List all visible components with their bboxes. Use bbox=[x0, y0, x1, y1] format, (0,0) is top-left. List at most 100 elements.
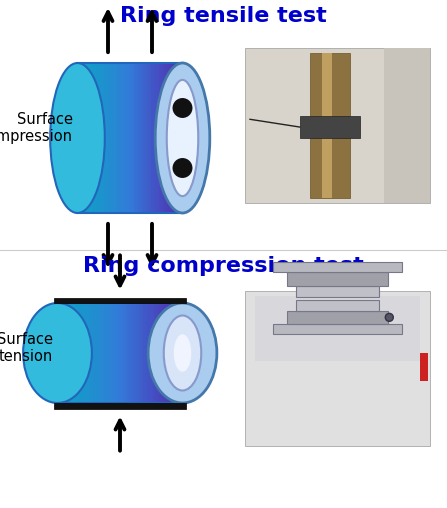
Polygon shape bbox=[142, 303, 143, 403]
Polygon shape bbox=[121, 63, 122, 213]
Polygon shape bbox=[68, 303, 70, 403]
Polygon shape bbox=[163, 63, 164, 213]
Polygon shape bbox=[100, 303, 101, 403]
Polygon shape bbox=[178, 303, 179, 403]
Polygon shape bbox=[150, 303, 151, 403]
Polygon shape bbox=[120, 303, 122, 403]
Polygon shape bbox=[135, 303, 137, 403]
Polygon shape bbox=[139, 63, 140, 213]
Polygon shape bbox=[127, 63, 129, 213]
Polygon shape bbox=[96, 63, 97, 213]
Polygon shape bbox=[167, 63, 168, 213]
Polygon shape bbox=[106, 63, 108, 213]
Polygon shape bbox=[84, 63, 85, 213]
Polygon shape bbox=[83, 63, 84, 213]
Polygon shape bbox=[58, 303, 59, 403]
Polygon shape bbox=[125, 303, 126, 403]
Polygon shape bbox=[129, 63, 130, 213]
Polygon shape bbox=[110, 303, 112, 403]
Polygon shape bbox=[157, 303, 159, 403]
Circle shape bbox=[173, 98, 193, 118]
Polygon shape bbox=[62, 303, 64, 403]
Polygon shape bbox=[79, 63, 80, 213]
Polygon shape bbox=[128, 303, 129, 403]
Polygon shape bbox=[165, 63, 167, 213]
Polygon shape bbox=[176, 63, 177, 213]
Polygon shape bbox=[140, 63, 142, 213]
Polygon shape bbox=[179, 303, 181, 403]
Polygon shape bbox=[126, 63, 127, 213]
Polygon shape bbox=[109, 63, 110, 213]
Polygon shape bbox=[151, 303, 153, 403]
Polygon shape bbox=[154, 303, 156, 403]
Polygon shape bbox=[61, 303, 62, 403]
Bar bbox=[296, 300, 379, 311]
Polygon shape bbox=[171, 63, 172, 213]
Polygon shape bbox=[173, 303, 175, 403]
Polygon shape bbox=[80, 303, 81, 403]
Ellipse shape bbox=[148, 303, 217, 403]
Polygon shape bbox=[130, 63, 131, 213]
Polygon shape bbox=[70, 303, 72, 403]
Polygon shape bbox=[177, 63, 178, 213]
Polygon shape bbox=[147, 303, 148, 403]
Polygon shape bbox=[125, 63, 126, 213]
Text: Surface
tension: Surface tension bbox=[0, 332, 52, 364]
Polygon shape bbox=[89, 63, 91, 213]
Ellipse shape bbox=[23, 303, 92, 403]
Polygon shape bbox=[84, 303, 86, 403]
Polygon shape bbox=[81, 303, 83, 403]
Polygon shape bbox=[131, 303, 132, 403]
Polygon shape bbox=[106, 303, 107, 403]
Polygon shape bbox=[155, 63, 156, 213]
Polygon shape bbox=[105, 63, 106, 213]
Polygon shape bbox=[122, 303, 123, 403]
Polygon shape bbox=[152, 63, 154, 213]
Polygon shape bbox=[89, 303, 90, 403]
Polygon shape bbox=[59, 303, 61, 403]
Polygon shape bbox=[137, 63, 138, 213]
Polygon shape bbox=[92, 303, 93, 403]
Polygon shape bbox=[178, 63, 180, 213]
Polygon shape bbox=[172, 63, 173, 213]
Bar bbox=[245, 48, 430, 203]
Polygon shape bbox=[65, 303, 67, 403]
Polygon shape bbox=[75, 303, 76, 403]
Polygon shape bbox=[117, 303, 118, 403]
Polygon shape bbox=[115, 303, 117, 403]
Circle shape bbox=[173, 158, 193, 178]
Polygon shape bbox=[118, 303, 120, 403]
Polygon shape bbox=[108, 63, 109, 213]
Ellipse shape bbox=[174, 334, 191, 372]
Polygon shape bbox=[165, 303, 167, 403]
Polygon shape bbox=[145, 303, 147, 403]
Polygon shape bbox=[72, 303, 73, 403]
Polygon shape bbox=[117, 63, 118, 213]
Polygon shape bbox=[81, 63, 83, 213]
Bar bbox=[300, 116, 360, 138]
Polygon shape bbox=[181, 63, 182, 213]
Polygon shape bbox=[139, 303, 140, 403]
Bar bbox=[296, 287, 379, 297]
Polygon shape bbox=[73, 303, 75, 403]
Polygon shape bbox=[170, 303, 172, 403]
Polygon shape bbox=[85, 63, 87, 213]
Polygon shape bbox=[164, 303, 165, 403]
Polygon shape bbox=[151, 63, 152, 213]
Polygon shape bbox=[162, 303, 164, 403]
Polygon shape bbox=[164, 63, 165, 213]
Circle shape bbox=[385, 313, 393, 322]
Polygon shape bbox=[137, 303, 139, 403]
Polygon shape bbox=[112, 303, 114, 403]
Bar bbox=[310, 53, 350, 198]
Polygon shape bbox=[138, 63, 139, 213]
Polygon shape bbox=[87, 63, 88, 213]
Bar bbox=[55, 403, 186, 408]
Polygon shape bbox=[110, 63, 112, 213]
Polygon shape bbox=[134, 303, 135, 403]
Polygon shape bbox=[107, 303, 109, 403]
Bar bbox=[322, 53, 332, 198]
Polygon shape bbox=[147, 63, 148, 213]
Polygon shape bbox=[143, 63, 144, 213]
Polygon shape bbox=[103, 303, 105, 403]
